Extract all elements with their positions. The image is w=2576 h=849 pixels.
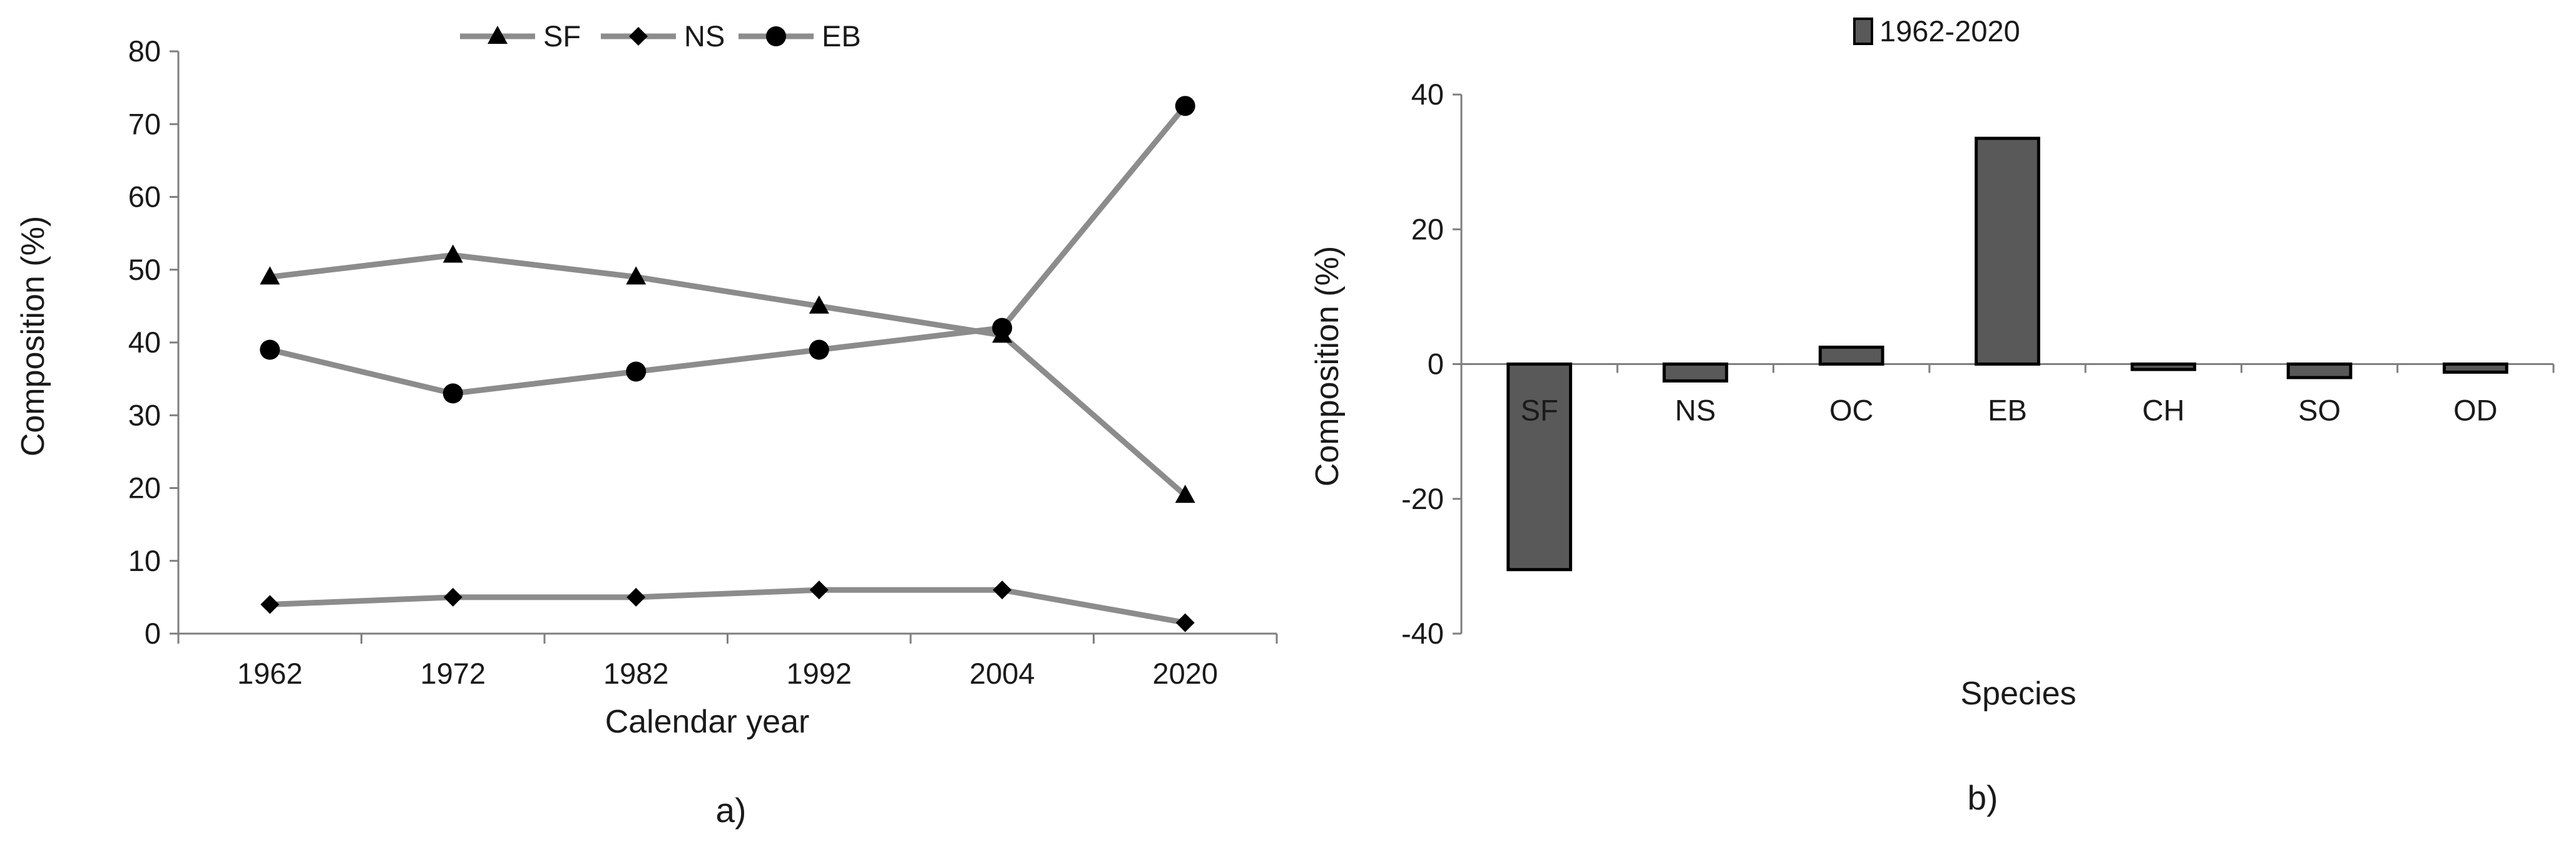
- legend-marker-sf: [488, 26, 508, 44]
- x-tick-label: 1962: [237, 657, 303, 690]
- data-point-sf: [809, 295, 829, 314]
- bar-so: [2286, 363, 2353, 379]
- y-tick-label: 50: [128, 253, 161, 286]
- y-tick-label: 40: [1411, 78, 1444, 111]
- y-tick-label: 20: [1411, 212, 1444, 245]
- y-tick-label: 20: [128, 471, 161, 505]
- y-tick-label: 0: [145, 617, 161, 650]
- data-point-ns: [809, 580, 829, 600]
- data-point-ns: [1175, 613, 1195, 632]
- y-tick-label: -20: [1401, 482, 1444, 515]
- data-point-eb: [260, 339, 280, 360]
- data-point-eb: [442, 383, 463, 404]
- x-tick-label: 2004: [969, 657, 1035, 690]
- line-chart-legend: SF NS EB: [460, 19, 861, 53]
- x-tick-label: 1982: [603, 657, 669, 690]
- data-point-sf: [442, 244, 463, 263]
- data-point-eb: [626, 361, 647, 382]
- data-point-sf: [1175, 485, 1195, 503]
- x-tick-label: SO: [2298, 394, 2341, 427]
- bar-sf: [1506, 363, 1572, 572]
- data-point-sf: [260, 266, 280, 285]
- series-line-eb: [269, 104, 1188, 396]
- bar-ch: [2130, 363, 2197, 371]
- bar-chart-bars: [1506, 136, 2508, 572]
- y-tick-label: 60: [128, 180, 161, 214]
- legend-label-eb: EB: [822, 19, 861, 53]
- bar-chart-x-axis-title: Species: [1961, 676, 2077, 712]
- x-tick-label: 2020: [1152, 657, 1218, 690]
- y-tick-label: -40: [1401, 617, 1444, 650]
- data-point-eb: [992, 317, 1013, 338]
- x-tick-label: EB: [1988, 394, 2027, 427]
- data-point-ns: [260, 595, 280, 614]
- data-point-ns: [443, 587, 463, 607]
- line-chart-x-ticks: 1962 1972 1982 1992 2004 2020: [177, 634, 1278, 690]
- line-chart-y-axis-title: Composition (%): [15, 216, 51, 456]
- x-tick-label: SF: [1521, 394, 1558, 427]
- y-tick-label: 0: [1428, 347, 1444, 381]
- bar-chart-x-ticks: SF NS OC EB CH SO OD: [1460, 364, 2555, 427]
- bar-chart-y-axis-title: Composition (%): [1309, 246, 1346, 486]
- panel-label-b: b): [1968, 778, 1998, 817]
- panel-label-a: a): [716, 791, 747, 830]
- data-point-eb: [809, 339, 829, 360]
- y-tick-label: 40: [128, 326, 161, 359]
- line-chart-series: [260, 96, 1195, 632]
- bar-ns: [1662, 363, 1729, 383]
- legend-marker-ns: [629, 27, 648, 46]
- x-tick-label: OC: [1829, 394, 1874, 427]
- x-tick-label: CH: [2142, 394, 2185, 427]
- x-tick-label: 1972: [420, 657, 486, 690]
- y-tick-label: 30: [128, 398, 161, 431]
- bar-chart-panel: 1962-2020 -40 -20 0 20 40 SF NS OC EB CH SO OD Com…: [1309, 14, 2555, 817]
- legend-label-sf: SF: [543, 19, 581, 53]
- bar-chart-y-ticks: -40 -20 0 20 40: [1401, 78, 1461, 650]
- bar-od: [2443, 363, 2508, 374]
- line-chart-x-axis-title: Calendar year: [605, 704, 810, 740]
- data-point-ns: [626, 587, 646, 607]
- line-chart-y-ticks: 0 10 20 30 40 50 60 70 80: [128, 34, 178, 650]
- legend-swatch: [1853, 18, 1873, 45]
- data-point-eb: [1175, 96, 1195, 116]
- x-tick-label: OD: [2453, 394, 2498, 427]
- data-point-sf: [626, 266, 647, 285]
- y-tick-label: 70: [128, 107, 161, 140]
- x-tick-label: 1992: [786, 657, 852, 690]
- series-line-ns: [270, 587, 1186, 625]
- legend-marker-eb: [766, 26, 786, 46]
- bar-oc: [1818, 346, 1884, 366]
- x-tick-label: NS: [1675, 394, 1715, 427]
- bar-eb: [1975, 136, 2040, 366]
- bar-chart-legend: 1962-2020: [1853, 14, 2020, 48]
- legend-label: 1962-2020: [1879, 14, 2020, 48]
- legend-label-ns: NS: [684, 19, 725, 53]
- data-point-ns: [993, 580, 1012, 600]
- y-tick-label: 10: [128, 544, 161, 577]
- line-chart-panel: SF NS EB 0 10 20 30 40 50 60 70 80 1962 1972 1982 199…: [15, 19, 1278, 830]
- series-line-sf: [269, 252, 1187, 498]
- y-tick-label: 80: [128, 34, 161, 68]
